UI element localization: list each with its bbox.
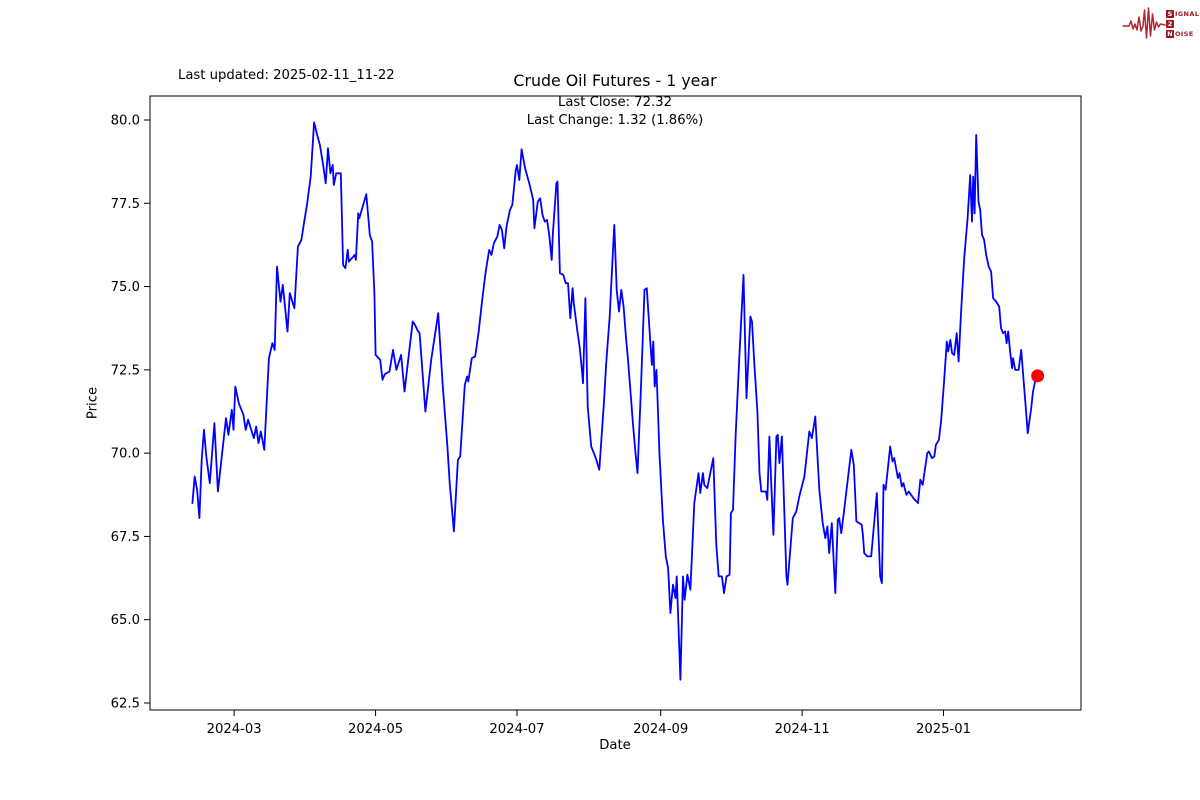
annotation-last-change: Last Change: 1.32 (1.86%) <box>526 113 704 128</box>
price-line <box>191 121 1039 681</box>
plot-border <box>149 95 1082 711</box>
x-tick-label: 2025-01 <box>916 722 971 737</box>
x-tick-label: 2024-11 <box>775 722 830 737</box>
x-tick-label: 2024-07 <box>489 722 544 737</box>
signal2noise-logo: S IGNAL 2 N OISE <box>1122 2 1199 46</box>
y-tick-label: 70.0 <box>111 447 140 462</box>
x-tick-label: 2024-03 <box>207 722 262 737</box>
y-tick-label: 62.5 <box>111 697 140 712</box>
last-close-marker <box>1031 369 1045 383</box>
y-tick-label: 67.5 <box>111 530 140 545</box>
logo-letter-n: N <box>1166 29 1174 38</box>
y-axis-label: Price <box>85 386 101 420</box>
chart-title: Crude Oil Futures - 1 year <box>513 71 717 90</box>
y-tick-label: 72.5 <box>111 363 140 378</box>
x-tick-label: 2024-09 <box>633 722 688 737</box>
logo-text: S IGNAL 2 N OISE <box>1166 9 1199 39</box>
logo-letter-2: 2 <box>1166 19 1174 28</box>
logo-letter-s: S <box>1166 9 1174 18</box>
annotation-last-close: Last Close: 72.32 <box>558 95 672 110</box>
x-tick-label: 2024-05 <box>348 722 403 737</box>
y-tick-label: 65.0 <box>111 613 140 628</box>
last-updated-text: Last updated: 2025-02-11_11-22 <box>178 68 395 83</box>
logo-waveform-icon <box>1122 7 1166 39</box>
y-tick-label: 77.5 <box>111 197 140 212</box>
x-axis-label: Date <box>599 738 631 753</box>
y-tick-label: 75.0 <box>111 280 140 295</box>
logo-row-noise: N OISE <box>1166 29 1194 38</box>
y-tick-label: 80.0 <box>111 113 140 128</box>
logo-row-2: 2 <box>1166 19 1199 28</box>
logo-row-signal: S IGNAL <box>1166 9 1200 18</box>
